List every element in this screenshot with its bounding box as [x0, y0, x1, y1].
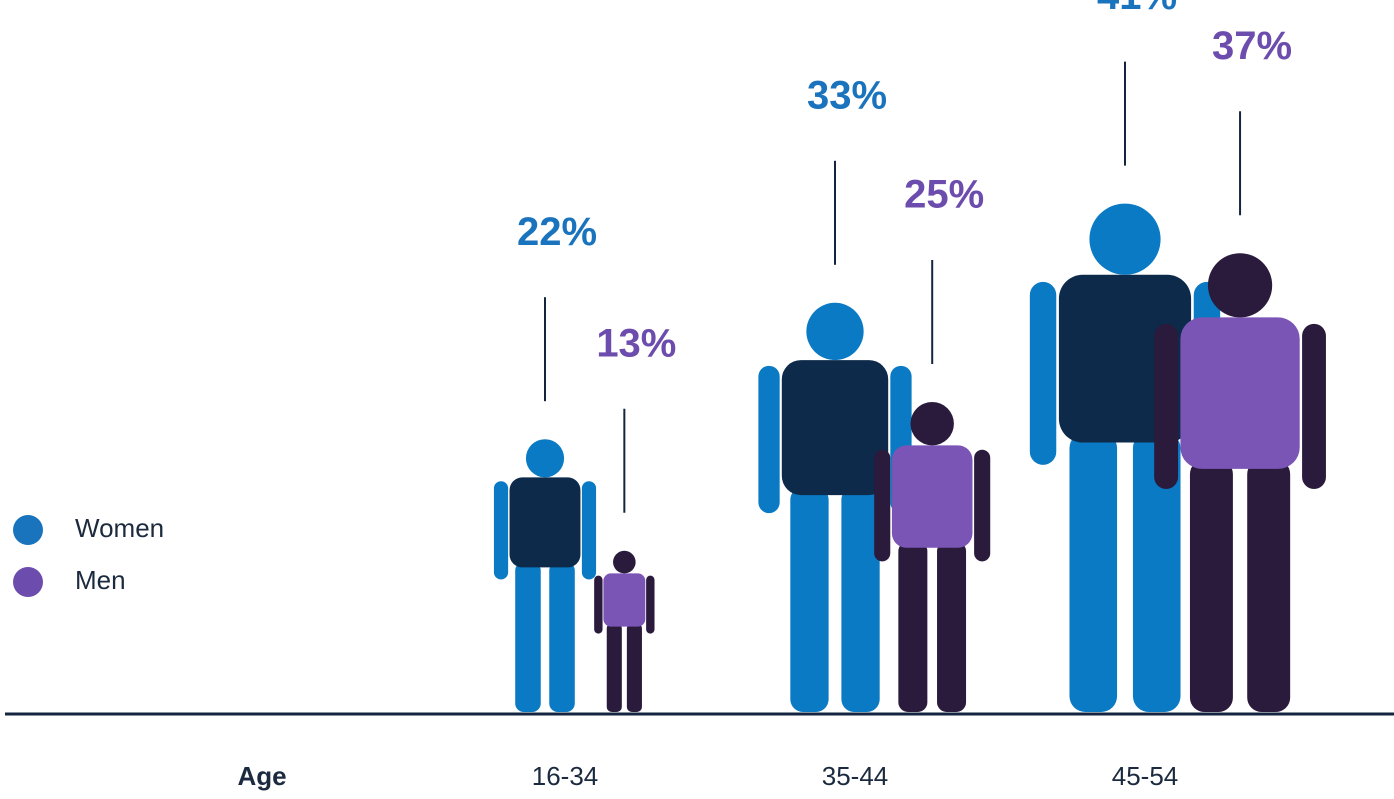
- figure-arm: [974, 449, 991, 562]
- figure-head: [1207, 253, 1273, 318]
- person-figure: [874, 402, 991, 712]
- figure-head: [1089, 203, 1161, 275]
- figure-leg: [606, 623, 622, 712]
- value-label: 13%: [596, 321, 676, 365]
- legend-label: Men: [75, 565, 126, 595]
- value-label: 25%: [904, 173, 984, 217]
- person-figure: [493, 439, 597, 712]
- value-label: 33%: [807, 73, 887, 117]
- figure-leg: [841, 486, 880, 712]
- figure-arm: [758, 365, 780, 514]
- figure-leg: [1189, 459, 1233, 712]
- figure-torso: [603, 573, 646, 627]
- figure-leg: [549, 561, 575, 712]
- figure-torso: [509, 477, 581, 568]
- figure-arm: [581, 481, 597, 580]
- figure-leg: [515, 561, 541, 712]
- figure-arm: [874, 449, 891, 562]
- figure-head: [910, 402, 954, 446]
- figure-arm: [1029, 281, 1057, 465]
- figure-leg: [790, 486, 829, 712]
- x-tick-label: 16-34: [532, 761, 599, 791]
- figure-leg: [626, 623, 642, 712]
- figure-torso: [1180, 317, 1300, 469]
- figure-leg: [1247, 459, 1291, 712]
- value-label: 37%: [1212, 24, 1292, 68]
- figure-arm: [646, 575, 655, 634]
- figure-leg: [937, 541, 967, 712]
- legend-marker: [13, 515, 43, 545]
- legend-marker: [13, 567, 43, 597]
- person-figure: [758, 302, 912, 712]
- figure-torso: [891, 445, 973, 548]
- x-tick-label: 35-44: [822, 761, 889, 791]
- person-figure: [594, 550, 655, 712]
- legend-label: Women: [75, 513, 164, 543]
- figure-leg: [1132, 432, 1181, 712]
- figure-arm: [1302, 323, 1326, 490]
- figure-head: [525, 439, 565, 478]
- value-label: 22%: [517, 210, 597, 254]
- figure-torso: [781, 360, 889, 496]
- x-tick-label: 45-54: [1112, 761, 1179, 791]
- value-label: 41%: [1097, 0, 1177, 18]
- figure-head: [806, 302, 864, 361]
- x-axis-label: Age: [237, 761, 286, 791]
- figure-arm: [1154, 323, 1179, 490]
- figure-leg: [898, 541, 928, 712]
- figure-leg: [1069, 432, 1118, 712]
- figure-arm: [594, 575, 603, 634]
- figure-head: [613, 550, 636, 574]
- figure-arm: [493, 481, 509, 580]
- person-figure: [1154, 253, 1326, 712]
